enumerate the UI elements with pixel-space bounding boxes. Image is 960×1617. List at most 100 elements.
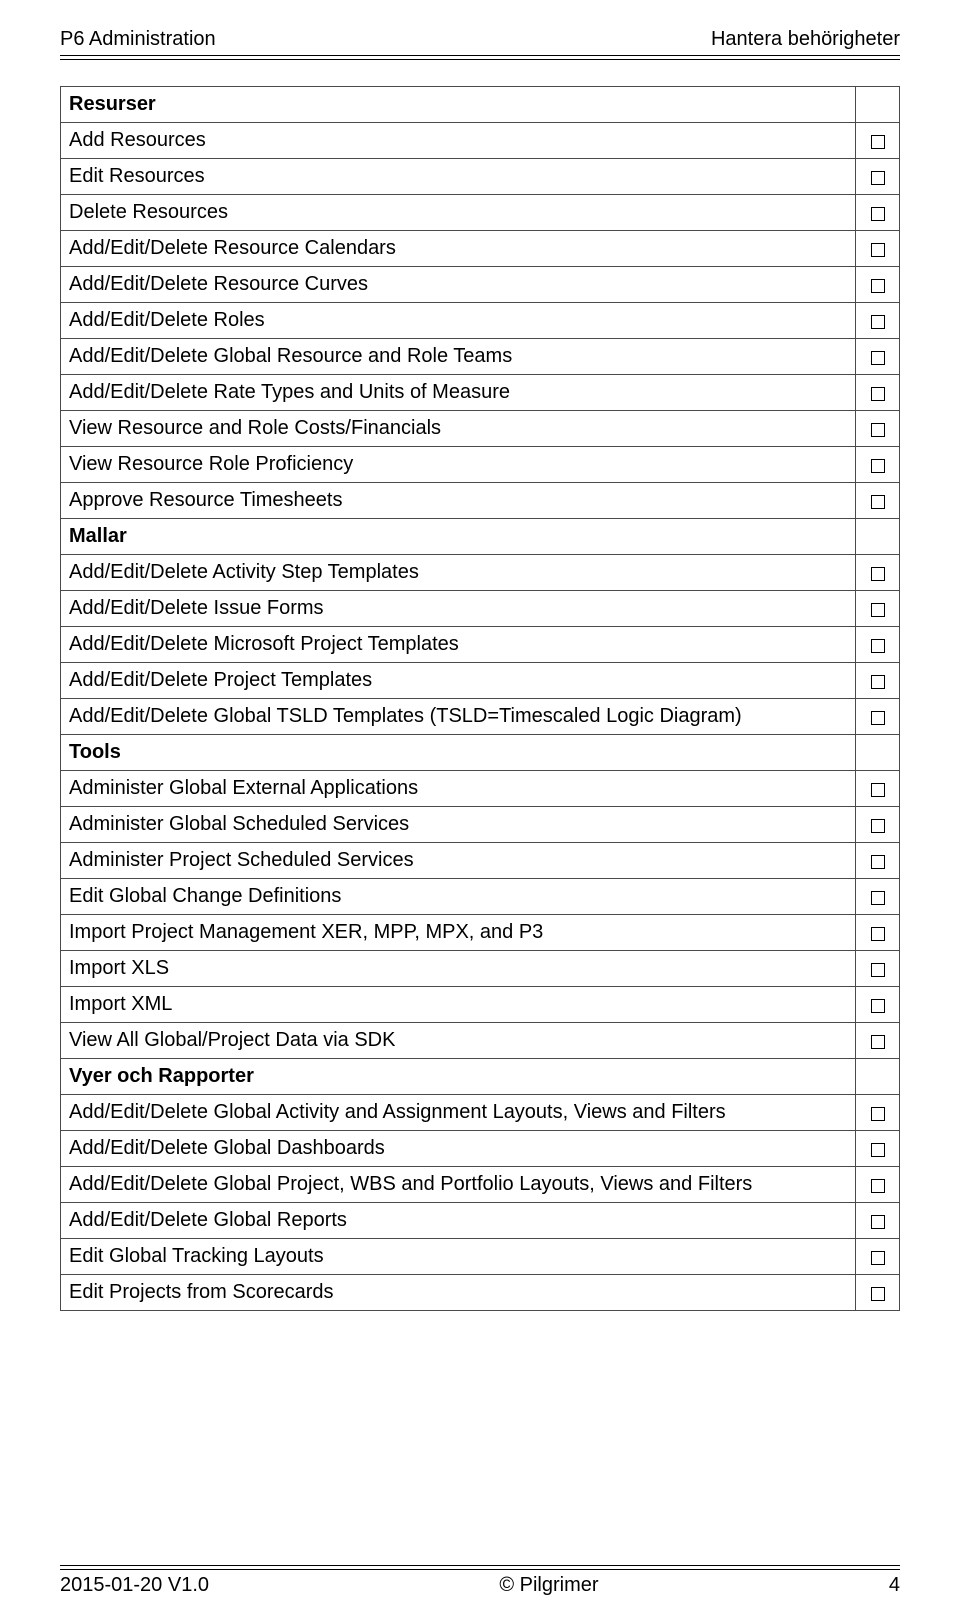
permission-label: View All Global/Project Data via SDK: [61, 1023, 856, 1059]
table-row: Add/Edit/Delete Global Project, WBS and …: [61, 1167, 900, 1203]
checkbox-icon[interactable]: [871, 927, 885, 941]
table-row: Delete Resources: [61, 195, 900, 231]
permission-checkbox-cell: [856, 87, 900, 123]
permission-checkbox-cell: [856, 1167, 900, 1203]
checkbox-icon[interactable]: [871, 783, 885, 797]
table-section-row: Tools: [61, 735, 900, 771]
section-label: Vyer och Rapporter: [61, 1059, 856, 1095]
checkbox-icon[interactable]: [871, 1143, 885, 1157]
table-row: Add/Edit/Delete Global TSLD Templates (T…: [61, 699, 900, 735]
section-label: Tools: [61, 735, 856, 771]
table-row: Edit Global Tracking Layouts: [61, 1239, 900, 1275]
permission-label: Edit Projects from Scorecards: [61, 1275, 856, 1311]
table-row: Edit Resources: [61, 159, 900, 195]
checkbox-icon[interactable]: [871, 171, 885, 185]
table-section-row: Resurser: [61, 87, 900, 123]
checkbox-icon[interactable]: [871, 639, 885, 653]
permission-label: Add/Edit/Delete Global Reports: [61, 1203, 856, 1239]
checkbox-icon[interactable]: [871, 351, 885, 365]
checkbox-icon[interactable]: [871, 387, 885, 401]
checkbox-icon[interactable]: [871, 963, 885, 977]
permission-label: Add/Edit/Delete Project Templates: [61, 663, 856, 699]
permission-checkbox-cell: [856, 987, 900, 1023]
permission-checkbox-cell: [856, 555, 900, 591]
permission-label: View Resource and Role Costs/Financials: [61, 411, 856, 447]
table-row: Import XLS: [61, 951, 900, 987]
checkbox-icon[interactable]: [871, 207, 885, 221]
table-row: Add/Edit/Delete Resource Curves: [61, 267, 900, 303]
permission-checkbox-cell: [856, 915, 900, 951]
permission-checkbox-cell: [856, 447, 900, 483]
checkbox-icon[interactable]: [871, 1035, 885, 1049]
permission-label: Add/Edit/Delete Global Project, WBS and …: [61, 1167, 856, 1203]
permission-label: Edit Global Change Definitions: [61, 879, 856, 915]
checkbox-icon[interactable]: [871, 135, 885, 149]
permission-checkbox-cell: [856, 1059, 900, 1095]
checkbox-icon[interactable]: [871, 603, 885, 617]
permission-checkbox-cell: [856, 843, 900, 879]
permission-checkbox-cell: [856, 267, 900, 303]
permission-checkbox-cell: [856, 807, 900, 843]
checkbox-icon[interactable]: [871, 1215, 885, 1229]
permission-checkbox-cell: [856, 195, 900, 231]
footer-left: 2015-01-20 V1.0: [60, 1574, 209, 1597]
permission-checkbox-cell: [856, 303, 900, 339]
checkbox-icon[interactable]: [871, 999, 885, 1013]
checkbox-icon[interactable]: [871, 1179, 885, 1193]
permission-label: Administer Project Scheduled Services: [61, 843, 856, 879]
permission-label: Add/Edit/Delete Activity Step Templates: [61, 555, 856, 591]
checkbox-icon[interactable]: [871, 243, 885, 257]
table-row: Add/Edit/Delete Resource Calendars: [61, 231, 900, 267]
permission-checkbox-cell: [856, 1131, 900, 1167]
table-row: Add/Edit/Delete Global Dashboards: [61, 1131, 900, 1167]
table-section-row: Mallar: [61, 519, 900, 555]
section-label: Mallar: [61, 519, 856, 555]
permission-label: Add/Edit/Delete Global Dashboards: [61, 1131, 856, 1167]
header-left: P6 Administration: [60, 28, 216, 51]
footer-right: 4: [889, 1574, 900, 1597]
checkbox-icon[interactable]: [871, 279, 885, 293]
checkbox-icon[interactable]: [871, 1287, 885, 1301]
permission-checkbox-cell: [856, 519, 900, 555]
table-row: Add/Edit/Delete Project Templates: [61, 663, 900, 699]
checkbox-icon[interactable]: [871, 819, 885, 833]
table-row: View All Global/Project Data via SDK: [61, 1023, 900, 1059]
header-right: Hantera behörigheter: [711, 28, 900, 51]
checkbox-icon[interactable]: [871, 567, 885, 581]
table-row: Approve Resource Timesheets: [61, 483, 900, 519]
table-row: Add/Edit/Delete Microsoft Project Templa…: [61, 627, 900, 663]
permission-checkbox-cell: [856, 231, 900, 267]
permission-label: Add/Edit/Delete Rate Types and Units of …: [61, 375, 856, 411]
checkbox-icon[interactable]: [871, 675, 885, 689]
footer-center: © Pilgrimer: [499, 1574, 598, 1597]
permission-label: Import XML: [61, 987, 856, 1023]
page-spacer: [60, 1311, 900, 1539]
checkbox-icon[interactable]: [871, 315, 885, 329]
permission-checkbox-cell: [856, 123, 900, 159]
checkbox-icon[interactable]: [871, 891, 885, 905]
checkbox-icon[interactable]: [871, 459, 885, 473]
permission-checkbox-cell: [856, 627, 900, 663]
checkbox-icon[interactable]: [871, 495, 885, 509]
table-row: Import XML: [61, 987, 900, 1023]
permission-label: Add/Edit/Delete Roles: [61, 303, 856, 339]
checkbox-icon[interactable]: [871, 855, 885, 869]
page-footer: 2015-01-20 V1.0 © Pilgrimer 4: [60, 1572, 900, 1597]
permission-checkbox-cell: [856, 411, 900, 447]
permission-checkbox-cell: [856, 339, 900, 375]
table-row: Add/Edit/Delete Issue Forms: [61, 591, 900, 627]
permission-checkbox-cell: [856, 375, 900, 411]
permission-checkbox-cell: [856, 1239, 900, 1275]
permission-checkbox-cell: [856, 951, 900, 987]
table-row: Add/Edit/Delete Roles: [61, 303, 900, 339]
checkbox-icon[interactable]: [871, 1251, 885, 1265]
checkbox-icon[interactable]: [871, 1107, 885, 1121]
table-row: Edit Global Change Definitions: [61, 879, 900, 915]
permission-checkbox-cell: [856, 159, 900, 195]
checkbox-icon[interactable]: [871, 423, 885, 437]
permission-label: Administer Global Scheduled Services: [61, 807, 856, 843]
permissions-table: ResurserAdd ResourcesEdit ResourcesDelet…: [60, 86, 900, 1311]
permission-checkbox-cell: [856, 663, 900, 699]
table-section-row: Vyer och Rapporter: [61, 1059, 900, 1095]
checkbox-icon[interactable]: [871, 711, 885, 725]
